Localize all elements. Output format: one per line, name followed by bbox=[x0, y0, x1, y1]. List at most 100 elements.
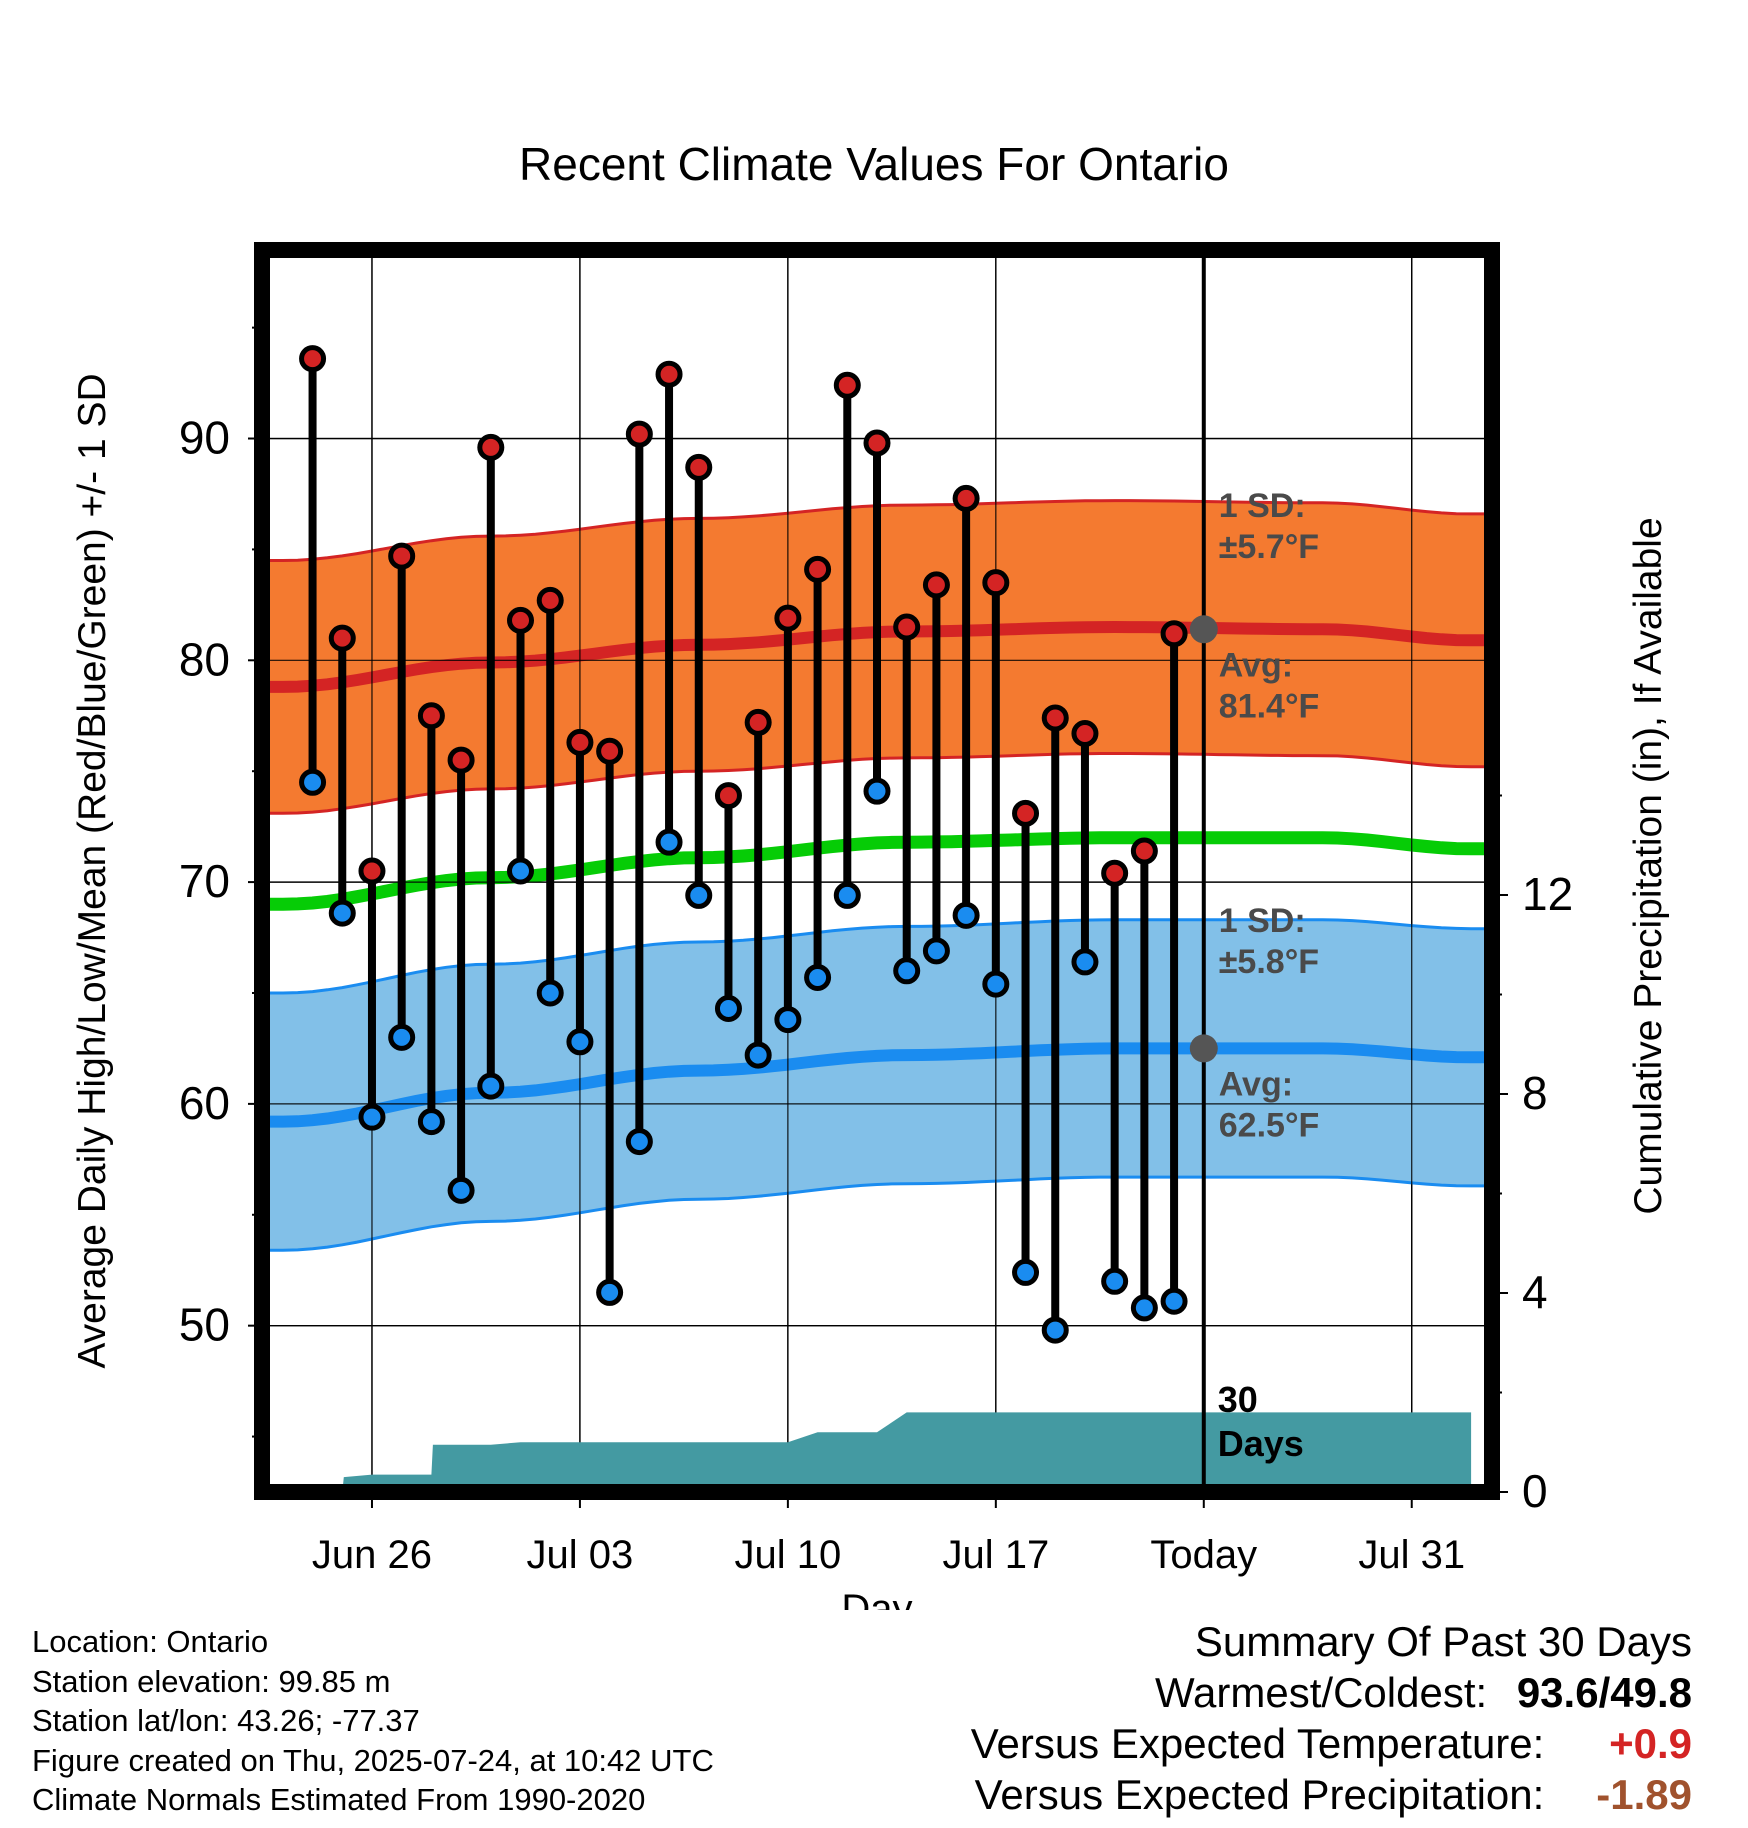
daily-high-point bbox=[804, 555, 832, 583]
climate-chart: Recent Climate Values For Ontario 1 SD: ±… bbox=[71, 138, 1670, 1610]
daily-low-point bbox=[1071, 948, 1099, 976]
daily-high-point bbox=[566, 728, 594, 756]
daily-high-point bbox=[744, 708, 772, 736]
y-tick-label: 90 bbox=[179, 412, 230, 464]
precipitation-row: Versus Expected Precipitation: -1.89 bbox=[971, 1769, 1692, 1820]
y-axis-label: Average Daily High/Low/Mean (Red/Blue/Gr… bbox=[71, 373, 114, 1368]
daily-high-point bbox=[1041, 704, 1069, 732]
daily-high-point bbox=[1071, 719, 1099, 747]
daily-high-point bbox=[1012, 799, 1040, 827]
elevation-text: Station elevation: 99.85 m bbox=[32, 1663, 391, 1699]
daily-low-point bbox=[982, 970, 1010, 998]
daily-low-point bbox=[596, 1278, 624, 1306]
normal-mean-line bbox=[268, 831, 1486, 911]
daily-high-point bbox=[1101, 859, 1129, 887]
daily-low-point bbox=[536, 979, 564, 1007]
daily-low-point bbox=[388, 1023, 416, 1051]
summary-heading: Summary Of Past 30 Days bbox=[1194, 1618, 1692, 1665]
daily-high-point bbox=[477, 433, 505, 461]
y2-tick-label: 4 bbox=[1522, 1266, 1548, 1318]
x-tick-label: Today bbox=[1150, 1533, 1257, 1577]
daily-high-point bbox=[893, 613, 921, 641]
y2-tick-label: 0 bbox=[1522, 1465, 1548, 1517]
daily-low-point bbox=[299, 768, 327, 796]
daily-low-point bbox=[1101, 1267, 1129, 1295]
daily-high-point bbox=[774, 604, 802, 632]
daily-high-point bbox=[922, 571, 950, 599]
chart-title: Recent Climate Values For Ontario bbox=[519, 138, 1229, 190]
daily-high-point bbox=[417, 702, 445, 730]
precipitation-label: Versus Expected Precipitation: bbox=[974, 1771, 1545, 1818]
daily-low-point bbox=[566, 1028, 594, 1056]
y-tick-label: 80 bbox=[179, 633, 230, 685]
daily-high-point bbox=[655, 360, 683, 388]
daily-low-point bbox=[804, 963, 832, 991]
daily-low-point bbox=[922, 937, 950, 965]
normal-low-line bbox=[268, 1042, 1486, 1128]
normals-text: Climate Normals Estimated From 1990-2020 bbox=[32, 1782, 646, 1818]
daily-high-point bbox=[299, 345, 327, 373]
daily-high-point bbox=[952, 484, 980, 512]
plot-area: 1 SD: ±5.7°F Avg: 81.4°F 1 SD: ±5.8°F Avg: 62.5… bbox=[262, 250, 1492, 1492]
warmest-value: 93.6 bbox=[1516, 1669, 1599, 1716]
daily-low-point bbox=[685, 881, 713, 909]
daily-low-point bbox=[447, 1176, 475, 1204]
temperature-value: +0.9 bbox=[1609, 1720, 1692, 1767]
high-sd-annotation: 1 SD: ±5.7°F bbox=[1219, 487, 1319, 566]
daily-low-point bbox=[952, 901, 980, 929]
daily-high-point bbox=[447, 746, 475, 774]
x-axis-label: Day bbox=[841, 1587, 912, 1610]
x-tick-label: Jul 31 bbox=[1358, 1533, 1465, 1577]
summary-panel: Summary Of Past 30 Days Warmest/Coldest:… bbox=[971, 1616, 1692, 1820]
x-tick-label: Jul 10 bbox=[735, 1533, 842, 1577]
high-avg-annotation: Avg: 81.4°F bbox=[1219, 646, 1320, 725]
low-sd-annotation: 1 SD: ±5.8°F bbox=[1219, 902, 1319, 981]
daily-high-point bbox=[596, 737, 624, 765]
temperature-label: Versus Expected Temperature: bbox=[970, 1720, 1545, 1767]
daily-low-point bbox=[477, 1072, 505, 1100]
window-label: 30 Days bbox=[1218, 1379, 1304, 1464]
precipitation-area bbox=[282, 1412, 1472, 1492]
daily-high-point bbox=[388, 542, 416, 570]
x-tick-label: Jul 17 bbox=[942, 1533, 1049, 1577]
station-info: Location: Ontario Station elevation: 99.… bbox=[32, 1622, 714, 1820]
daily-high-point bbox=[328, 624, 356, 652]
daily-low-point bbox=[1160, 1287, 1188, 1315]
daily-low-point bbox=[714, 995, 742, 1023]
today-high-avg-marker bbox=[1189, 615, 1218, 644]
daily-low-point bbox=[744, 1041, 772, 1069]
y-tick-label: 50 bbox=[179, 1299, 230, 1351]
daily-high-point bbox=[536, 586, 564, 614]
daily-low-point bbox=[893, 957, 921, 985]
location-text: Location: Ontario bbox=[32, 1624, 269, 1659]
daily-high-point bbox=[685, 453, 713, 481]
daily-high-point bbox=[1160, 620, 1188, 648]
daily-low-point bbox=[417, 1108, 445, 1136]
precipitation-value: -1.89 bbox=[1596, 1771, 1692, 1818]
low-sd-lower-line bbox=[268, 1175, 1486, 1252]
daily-high-point bbox=[358, 857, 386, 885]
x-tick-label: Jun 26 bbox=[312, 1533, 432, 1577]
coldest-value: 49.8 bbox=[1610, 1669, 1692, 1716]
x-tick-label: Jul 03 bbox=[527, 1533, 634, 1577]
daily-low-point bbox=[358, 1103, 386, 1131]
daily-low-point bbox=[863, 777, 891, 805]
daily-low-point bbox=[1012, 1258, 1040, 1286]
y-tick-label: 60 bbox=[179, 1077, 230, 1129]
daily-low-point bbox=[507, 857, 535, 885]
y-tick-label: 70 bbox=[179, 855, 230, 907]
low-avg-annotation: Avg: 62.5°F bbox=[1219, 1066, 1320, 1145]
daily-low-point bbox=[1041, 1316, 1069, 1344]
latlon-text: Station lat/lon: 43.26; -77.37 bbox=[32, 1703, 420, 1739]
plot-frame bbox=[254, 242, 1500, 1500]
temperature-row: Versus Expected Temperature: +0.9 bbox=[971, 1718, 1692, 1769]
daily-high-point bbox=[1130, 837, 1158, 865]
warmest-coldest-value: 93.6/49.8 bbox=[1516, 1669, 1692, 1716]
low-sd-upper-line bbox=[268, 918, 1486, 995]
axes: 50 60 70 80 90 0 4 8 12 Jun 26 Jul 03 Jul 10 Jul 17 T… bbox=[71, 242, 1670, 1610]
daily-low-point bbox=[1130, 1294, 1158, 1322]
daily-low-point bbox=[774, 1006, 802, 1034]
daily-high-point bbox=[833, 371, 861, 399]
daily-high-point bbox=[714, 782, 742, 810]
daily-high-point bbox=[625, 420, 653, 448]
